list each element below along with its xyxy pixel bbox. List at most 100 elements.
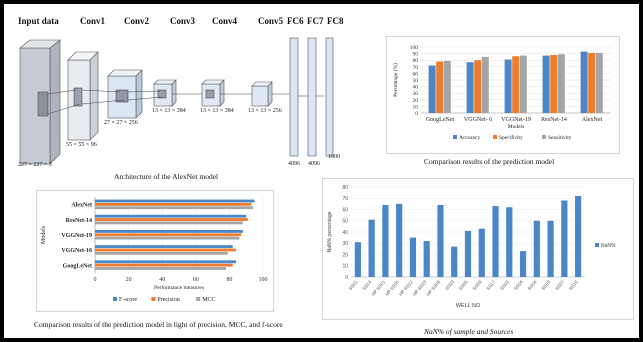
chart1-ytick-label: 20 <box>413 98 419 104</box>
chart1-panel: 0 10 20 30 40 50 60 70 80 90 100 GoogLeNet VGGNet- 6… <box>386 36 620 154</box>
chart2-xlabel: Performance measures <box>154 284 204 291</box>
alexnet-drawing <box>19 37 324 165</box>
layer-label-conv5: Conv5 <box>258 16 284 26</box>
chart3-ytick-label: 10 <box>342 264 348 270</box>
chart2-caption: Comparison results of the prediction mod… <box>34 320 283 329</box>
chart1-category-label: GoogLeNet <box>426 117 455 123</box>
layer-label-fc7: FC7 <box>307 16 324 26</box>
chart2-xtick-label: 100 <box>259 277 268 283</box>
chart2-bar <box>95 233 242 237</box>
chart3-category-label: SS05 <box>458 279 469 291</box>
layer-label-conv2: Conv2 <box>124 16 150 26</box>
chart1-bar <box>519 55 527 113</box>
chart2-bar <box>95 199 255 203</box>
chart2-category-label: ResNet-14 <box>66 218 92 224</box>
conv4-kernel <box>205 89 215 99</box>
fc8-drawing <box>325 37 334 157</box>
chart3-bar <box>409 237 417 277</box>
chart2-legend-swatch <box>196 297 201 301</box>
conv1-volume-top <box>67 51 99 61</box>
chart1-legend-swatch <box>493 135 497 139</box>
conv5-volume-top <box>251 81 273 87</box>
dim-label-input: 227 × 227 × 3 <box>18 162 52 168</box>
chart3-bar <box>437 205 444 277</box>
chart3-ytick-label: 70 <box>342 196 348 202</box>
chart2-bar <box>95 260 237 264</box>
dim-label-fc8: 1000 <box>328 154 340 160</box>
chart3-bar <box>478 228 485 277</box>
chart2-panel: 0 20 40 60 80 100 AlexNet ResNet-14 VGGNet-19 VGG… <box>36 190 274 312</box>
fc6-column <box>289 37 299 157</box>
chart1-category-label: VGGNet- 6 <box>464 117 492 123</box>
conv2-volume-side <box>135 69 143 119</box>
chart3-category-label: SS17 <box>485 279 496 291</box>
chart3-ytick-label: 30 <box>342 241 348 247</box>
chart3-ytick-label: 20 <box>342 252 348 258</box>
chart2-xtick-label: 60 <box>193 277 199 283</box>
chart2-category-label: VGGNet-16 <box>61 248 92 254</box>
chart1-ytick-label: 10 <box>413 104 419 110</box>
chart2-bar <box>95 267 227 270</box>
chart2-legend-label: Precision <box>157 297 179 303</box>
chart2-bar <box>95 236 240 240</box>
dim-label-fc7: 4096 <box>308 161 320 167</box>
dim-label-conv2: 27 × 27 × 256 <box>104 120 138 126</box>
chart1-ytick-label: 90 <box>413 52 419 58</box>
chart3-category-label: SS09 <box>472 279 483 291</box>
connectors <box>47 89 324 115</box>
chart2-category-label: VGGNet-19 <box>61 233 92 239</box>
chart1-bar <box>443 60 451 113</box>
chart3-xlabel: WELL NO <box>456 303 481 309</box>
chart3-legend-swatch <box>595 243 599 247</box>
conv4-volume-side <box>219 79 225 107</box>
layer-label-fc6: FC6 <box>287 16 304 26</box>
input-volume-top <box>19 39 61 49</box>
chart1-bar <box>481 56 489 113</box>
chart1-ytick-label: 50 <box>413 78 419 84</box>
conv3-kernel <box>157 89 167 99</box>
chart1-bar <box>580 51 588 113</box>
chart3-category-label: SS07 <box>554 279 565 291</box>
chart1-ytick-label: 60 <box>413 71 419 77</box>
chart1-legend-label: Specificity <box>499 134 523 141</box>
alexnet-caption: Architecture of the AlexNet model <box>114 172 219 181</box>
chart1-bar <box>474 60 482 113</box>
chart2-svg: 0 20 40 60 80 100 AlexNet ResNet-14 VGGNet-19 VGG… <box>41 197 268 303</box>
chart2-bar <box>95 202 252 206</box>
chart3-bar <box>423 241 430 277</box>
chart2-category-label: AlexNet <box>71 203 92 209</box>
chart1-bar <box>550 54 558 113</box>
chart2-bar <box>95 221 243 225</box>
chart1-category-label: VGGNet-19 <box>501 117 531 123</box>
chart2-bar <box>95 229 243 233</box>
chart3-category-label: SS04 <box>527 279 538 291</box>
dim-label-conv4: 13 × 13 × 384 <box>200 108 234 114</box>
chart3-category-label: SS03 <box>499 279 510 291</box>
chart3-category-label: SS03 <box>540 279 551 291</box>
chart3-bar <box>382 205 389 277</box>
chart1-ytick-label: 80 <box>413 58 419 64</box>
chart2-bar <box>95 251 228 255</box>
chart1-bar <box>436 61 444 113</box>
chart1-bar <box>588 52 596 113</box>
conv1-volume-side <box>89 51 99 141</box>
chart2-legend-swatch <box>151 297 156 301</box>
chart3-ytick-label: 40 <box>342 230 348 236</box>
chart2-bar <box>95 245 233 249</box>
chart3-bar <box>354 242 361 277</box>
fc7-column <box>307 37 317 157</box>
chart1-ytick-label: 0 <box>415 111 418 117</box>
chart1-ytick-label: 40 <box>413 85 419 91</box>
chart3-category-label: SS03 <box>444 279 455 291</box>
input-kernel <box>37 91 49 117</box>
chart1-ytick-label: 100 <box>410 45 419 51</box>
chart1-bar <box>466 62 474 113</box>
chart3-bar <box>519 251 527 277</box>
conv2-kernel <box>115 89 129 103</box>
chart3-bar <box>506 207 513 277</box>
chart1-legend-swatch <box>453 135 457 139</box>
chart1-bar <box>512 56 520 113</box>
chart3-bar <box>533 220 540 277</box>
